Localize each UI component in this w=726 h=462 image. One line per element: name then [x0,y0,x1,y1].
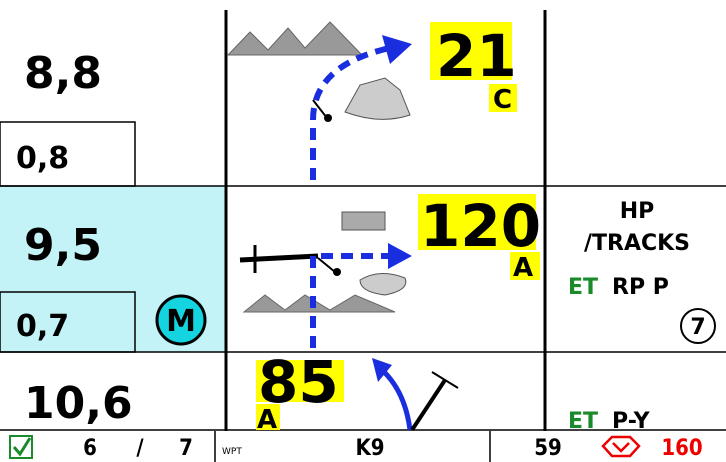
partial-distance: 0,7 [16,309,69,344]
badge: M [166,304,196,339]
waypoint-count: 7 [179,436,193,461]
partial-distance: 0,8 [16,141,69,176]
total-distance: 8,8 [24,48,102,99]
waypoint-separator: / [136,436,144,461]
heading: 120 [420,192,541,260]
status-dividers [214,431,491,462]
heading-letter-box [256,404,280,430]
distance: 59 [534,436,562,461]
tulip-diagram [226,21,412,180]
total-distance: 9,5 [24,220,102,271]
total-distance: 10,6 [24,378,133,429]
heading: 21 [436,22,517,90]
note-text: RP P [612,275,669,300]
heading-letter: C [493,85,512,115]
heading-letter: A [257,405,277,435]
limit-icon [601,435,641,458]
note-tag: ET [568,275,598,300]
wpt-name: K9 [355,436,384,461]
heading-box [256,360,344,402]
checkmark [12,437,32,457]
note-circle [680,308,716,344]
heading-letter: A [513,253,533,283]
note-text: P-Y [612,409,651,434]
tulip-diagram [239,211,412,348]
heading-box [430,22,512,80]
tulip-diagram [372,358,459,432]
wpt-label: WPT [222,447,242,457]
badge-circle [155,294,207,346]
waypoint-current: 6 [83,436,97,461]
heading-letter-box [510,252,540,280]
note-tag: ET [568,409,598,434]
grid [0,10,726,462]
speed-limit: 160 [661,436,702,461]
heading-box [418,194,536,250]
heading-letter-box [489,84,517,112]
note-circled: 7 [690,315,705,340]
note-text: /TRACKS [584,231,690,256]
note-text: HP [620,199,655,224]
limit-icon-arrow [612,442,630,453]
